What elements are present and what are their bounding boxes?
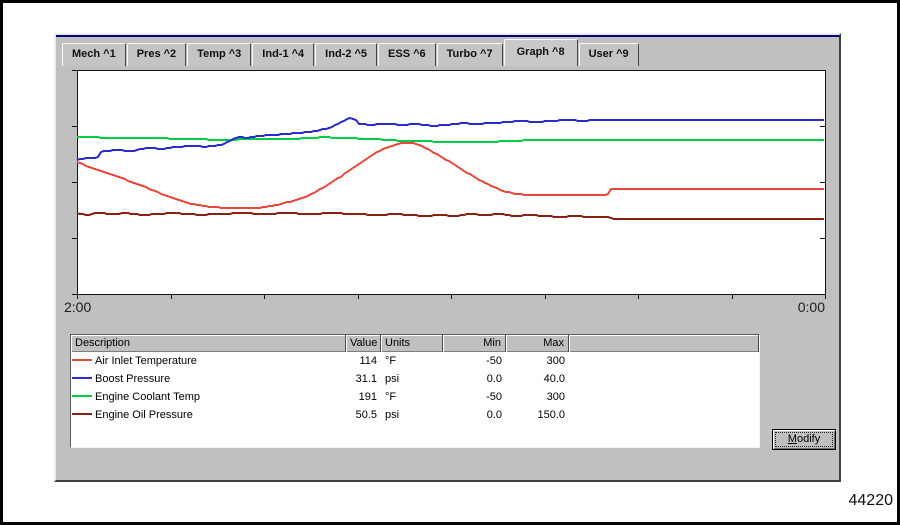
cell-min: -50: [486, 355, 502, 367]
cell-max: 300: [546, 391, 565, 403]
parameter-table-header: Description Value Units Min Max: [71, 335, 759, 352]
tab-mech-1[interactable]: Mech ^1: [62, 43, 126, 66]
trace-engine-coolant-temp: [77, 136, 824, 143]
cell-units: °F: [385, 391, 397, 403]
tab-ind-1-4[interactable]: Ind-1 ^4: [252, 43, 315, 66]
modify-button-label-rest: odify: [796, 433, 821, 445]
graph-canvas: [72, 70, 826, 299]
table-row-engine-coolant-temp[interactable]: Engine Coolant Temp 191 °F -50 300: [71, 388, 759, 406]
plot-border: [77, 70, 826, 295]
series-color-swatch: [72, 413, 92, 416]
table-row-boost-pressure[interactable]: Boost Pressure 31.1 psi 0.0 40.0: [71, 370, 759, 388]
cell-value: 191: [358, 391, 377, 403]
series-color-swatch: [72, 377, 92, 380]
column-header-value[interactable]: Value: [346, 335, 381, 352]
tab-user-9[interactable]: User ^9: [578, 43, 639, 66]
cell-max: 300: [546, 355, 565, 367]
cell-value: 31.1: [355, 373, 377, 385]
parameter-table-body: Air Inlet Temperature 114 °F -50 300 Boost Pr…: [71, 352, 759, 424]
column-header-description[interactable]: Description: [71, 335, 346, 352]
cell-units: psi: [385, 373, 400, 385]
modify-button[interactable]: Modify: [772, 429, 836, 450]
diagnostic-panel: Mech ^1 Pres ^2 Temp ^3 Ind-1 ^4 Ind-2 ^5 ESS…: [54, 33, 841, 482]
cell-units: °F: [385, 355, 397, 367]
trace-engine-oil-pressure: [76, 212, 824, 220]
column-header-min[interactable]: Min: [443, 335, 506, 352]
graph-plot-area: [69, 69, 831, 309]
tab-graph-8[interactable]: Graph ^8: [503, 39, 578, 66]
cell-min: -50: [486, 391, 502, 403]
cell-description: Engine Oil Pressure: [71, 409, 346, 421]
cell-min: 0.0: [486, 373, 502, 385]
tab-turbo-7[interactable]: Turbo ^7: [436, 43, 503, 66]
figure-number: 44220: [848, 492, 894, 509]
column-header-units[interactable]: Units: [381, 335, 443, 352]
cell-min: 0.0: [486, 409, 502, 421]
column-header-spacer[interactable]: [569, 335, 759, 352]
parameter-table: Description Value Units Min Max Air Inlet Te…: [70, 334, 760, 448]
tab-temp-3[interactable]: Temp ^3: [187, 43, 252, 66]
cell-units: psi: [385, 409, 400, 421]
cell-description: Engine Coolant Temp: [71, 391, 346, 403]
cell-value: 114: [359, 355, 377, 367]
cell-max: 40.0: [543, 373, 565, 385]
tab-bar: Mech ^1 Pres ^2 Temp ^3 Ind-1 ^4 Ind-2 ^5 ESS…: [62, 39, 640, 66]
cell-value: 50.5: [355, 409, 377, 421]
column-header-max[interactable]: Max: [506, 335, 569, 352]
table-row-engine-oil-pressure[interactable]: Engine Oil Pressure 50.5 psi 0.0 150.0: [71, 406, 759, 424]
series-color-swatch: [72, 395, 92, 398]
trace-air-inlet-temperature: [76, 142, 824, 209]
series-color-swatch: [72, 359, 92, 362]
tab-pres-2[interactable]: Pres ^2: [126, 43, 187, 66]
axis-ticks: [72, 70, 826, 299]
cell-description: Boost Pressure: [71, 373, 346, 385]
modify-button-accelerator: M: [787, 433, 797, 445]
tab-ess-6[interactable]: ESS ^6: [378, 43, 436, 66]
trace-boost-pressure: [76, 116, 824, 161]
time-axis-end-label: 0:00: [797, 299, 825, 315]
cell-description: Air Inlet Temperature: [71, 355, 346, 367]
window-accent-line: [56, 35, 839, 37]
cell-max: 150.0: [537, 409, 565, 421]
tab-ind-2-5[interactable]: Ind-2 ^5: [315, 43, 378, 66]
table-row-air-inlet-temperature[interactable]: Air Inlet Temperature 114 °F -50 300: [71, 352, 759, 370]
time-axis-start-label: 2:00: [64, 299, 92, 315]
